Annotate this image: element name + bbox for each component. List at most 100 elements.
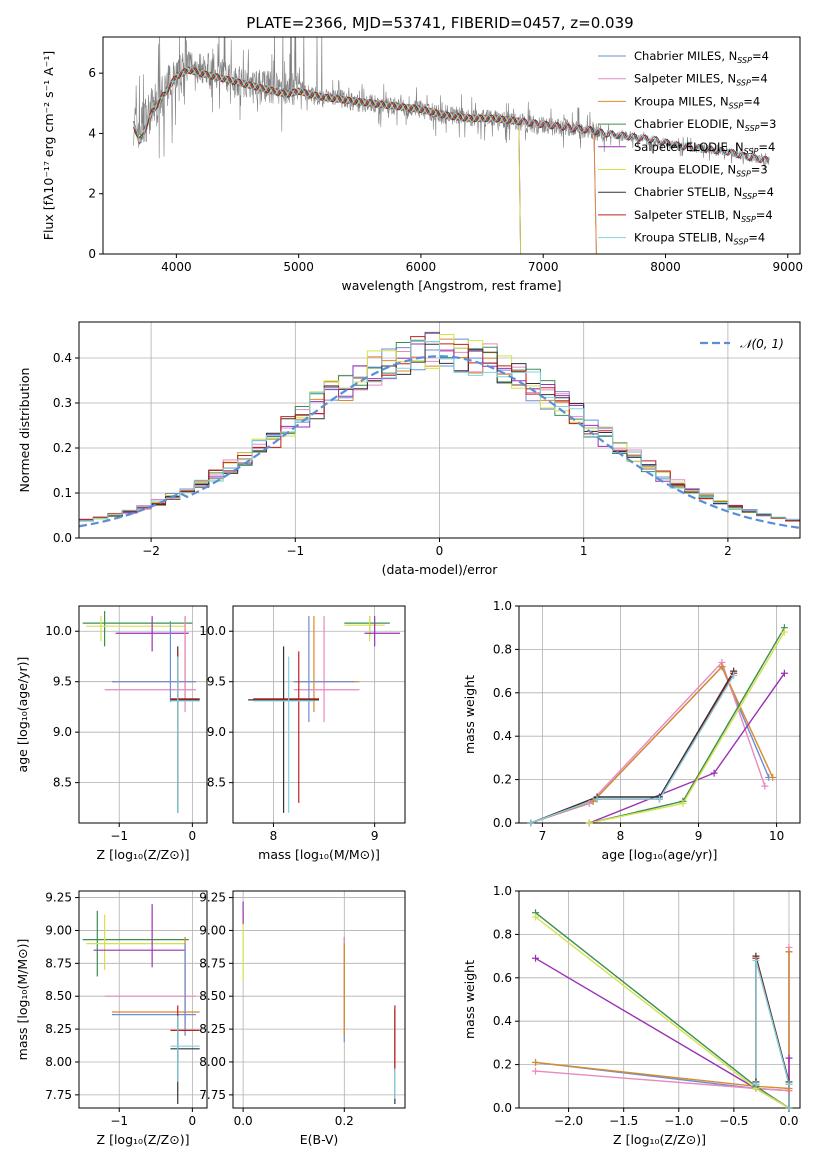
legend-entry: Chabrier MILES, NSSP=4 (634, 49, 769, 65)
weight-marker (718, 663, 726, 671)
x-tick-label: 0.2 (335, 1114, 354, 1128)
y-tick-label: 10.0 (45, 624, 72, 638)
legend-sub: SSP (742, 192, 757, 201)
y-tick-label: 0.8 (493, 642, 512, 656)
data-spectrum-line (133, 37, 770, 170)
normal-curve (79, 355, 800, 529)
y-tick-label: 8.00 (45, 1055, 72, 1069)
y-tick-label: 8.50 (45, 989, 72, 1003)
axes-frame (102, 36, 801, 255)
legend-eq: =4 (757, 185, 774, 199)
legend-sub: SSP (736, 170, 751, 179)
x-tick-label: 0.0 (234, 1114, 253, 1128)
x-tick-label: 8 (270, 829, 278, 843)
y-tick-label: 0.6 (493, 686, 512, 700)
weight-line-kroupa-miles (535, 951, 790, 1090)
x-tick-label: −1.5 (609, 1114, 638, 1128)
weight-marker (532, 1067, 540, 1075)
y-tick-label: 7.75 (199, 1088, 226, 1102)
y-tick-label: 10.0 (199, 624, 226, 638)
y-tick-label: 1.0 (493, 599, 512, 613)
model-line-chabrier-miles (133, 67, 597, 254)
legend-text: Salpeter ELODIE, N (634, 140, 744, 154)
x-tick-label: 4000 (161, 260, 192, 274)
axes-spectrum: 4000 5000 6000 7000 8000 9000 0 2 4 6 wavelength [… (41, 36, 803, 293)
axes-frame (78, 321, 801, 539)
y-tick-label: 0.2 (53, 441, 72, 455)
y-tick-label: 9.0 (53, 725, 72, 739)
x-tick-label: 10 (769, 829, 784, 843)
weight-line-salpeter-miles (535, 947, 790, 1092)
y-tick-label: 0.0 (493, 1101, 512, 1115)
legend-entry: Kroupa STELIB, NSSP=4 (634, 231, 765, 247)
weight-line-salpeter-elodie (589, 672, 785, 823)
x-axis-label: age [log₁₀(age/yr)] (602, 847, 718, 862)
legend-eq: =4 (758, 140, 775, 154)
weight-marker (527, 819, 535, 827)
legend-sub: SSP (744, 147, 759, 156)
weight-line-chabrier-elodie (589, 627, 786, 823)
model-line-kroupa-stelib (133, 66, 769, 165)
axes-frame (78, 605, 208, 824)
y-axis-label: age [log₁₀(age/yr)] (15, 657, 30, 773)
y-axis-label: mass [log₁₀(M/M⊙)] (15, 939, 30, 1061)
axes-age-vs-mass: 8 9 8.5 9.0 9.5 10.0 mass [log₁₀(M/M⊙)] (199, 605, 406, 862)
y-tick-label: 0.8 (493, 927, 512, 941)
plot-area-weight-vs-age (530, 627, 786, 823)
axes-residuals: −2 −1 0 1 2 0.0 0.1 0.2 0.3 0.4 (data-model)/error… (17, 321, 801, 577)
weight-marker (780, 628, 788, 636)
y-axis-label: Normed distribution (17, 368, 32, 493)
weight-line-salpeter-stelib (530, 672, 735, 823)
x-tick-label: 0 (436, 544, 444, 558)
plot-area-mass-vs-EBV (242, 901, 396, 1105)
x-axis-label: E(B-V) (300, 1132, 339, 1147)
y-tick-label: 8.75 (45, 956, 72, 970)
plot-area-residuals (79, 331, 800, 529)
y-tick-label: 0.4 (53, 351, 72, 365)
y-tick-label: 9.25 (45, 891, 72, 905)
legend-text: Kroupa STELIB, N (634, 231, 734, 245)
plot-area-age-vs-Z (82, 611, 200, 813)
axes-frame (78, 890, 208, 1109)
x-axis-label: Z [log₁₀(Z/Z⊙)] (613, 1132, 706, 1147)
y-axis-label: mass weight (462, 960, 477, 1039)
residuals-legend: 𝒩(0, 1) (700, 337, 784, 351)
legend-eq: =4 (752, 49, 769, 63)
x-tick-label: −0.5 (719, 1114, 748, 1128)
weight-marker (585, 799, 593, 807)
y-tick-label: 0 (88, 247, 96, 261)
axes-frame (518, 605, 801, 824)
y-tick-label: 0.2 (493, 773, 512, 787)
y-tick-label: 8.25 (199, 1022, 226, 1036)
model-line-kroupa-miles (133, 66, 597, 254)
legend-entry: Salpeter STELIB, NSSP=4 (634, 208, 773, 224)
weight-marker (593, 795, 601, 803)
axes-mass-vs-Z: −1 0 7.75 8.00 8.25 8.50 8.75 9.00 9.25 Z [log₁₀(… (15, 890, 208, 1147)
weight-marker (532, 913, 540, 921)
x-tick-label: −2 (142, 544, 160, 558)
x-tick-label: 0 (189, 829, 197, 843)
y-tick-label: 1.0 (493, 884, 512, 898)
y-tick-label: 6 (88, 66, 96, 80)
weight-marker (679, 799, 687, 807)
weight-marker (585, 819, 593, 827)
y-tick-label: 0.6 (493, 971, 512, 985)
weight-line-kroupa-stelib (755, 960, 790, 1108)
axes-frame (232, 605, 406, 824)
x-tick-label: 6000 (406, 260, 437, 274)
plot-area-mass-vs-Z (82, 904, 200, 1105)
x-tick-label: 9 (695, 829, 703, 843)
y-axis-label: mass weight (462, 675, 477, 754)
legend-eq: =4 (751, 72, 768, 86)
x-tick-label: −1 (110, 829, 128, 843)
figure-title: PLATE=2366, MJD=53741, FIBERID=0457, z=0… (246, 14, 633, 32)
y-tick-label: 0.4 (493, 729, 512, 743)
y-tick-label: 7.75 (45, 1088, 72, 1102)
y-tick-label: 0.2 (493, 1058, 512, 1072)
weight-marker (785, 948, 793, 956)
legend-sub: SSP (734, 238, 749, 247)
y-tick-label: 9.25 (199, 891, 226, 905)
legend-entry: Salpeter ELODIE, NSSP=4 (634, 140, 775, 156)
